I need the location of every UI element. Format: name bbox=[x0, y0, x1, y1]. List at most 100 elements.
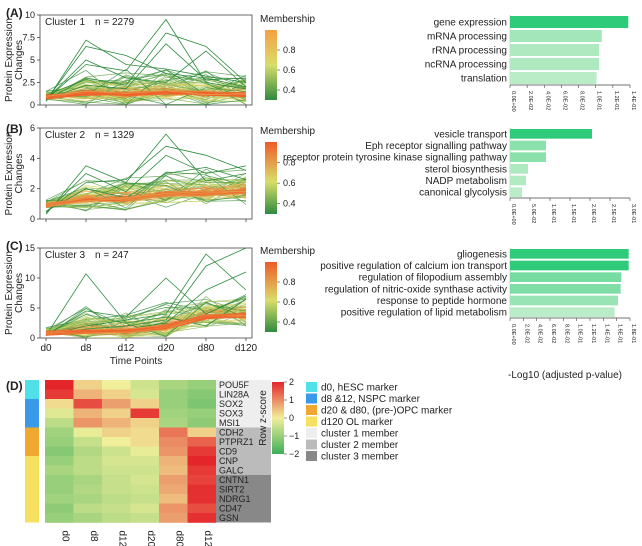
go-term-label: mRNA processing bbox=[427, 32, 507, 43]
gene-label: SOX3 bbox=[219, 409, 243, 419]
key-tick-label: 0.6 bbox=[283, 65, 296, 75]
heatmap-cell bbox=[102, 475, 131, 485]
heatmap-cell bbox=[73, 380, 103, 390]
go-bar bbox=[510, 164, 528, 174]
row-membership bbox=[216, 484, 271, 494]
heatmap-cell bbox=[102, 380, 131, 390]
heatmap-cell bbox=[102, 418, 131, 428]
plot-frame bbox=[39, 247, 253, 339]
x-tick-label: d20 bbox=[158, 343, 175, 354]
heatmap-cell bbox=[130, 408, 160, 419]
heatmap-cell bbox=[73, 418, 103, 428]
heatmap-cell bbox=[73, 465, 103, 476]
x-tick-label: 4.0E-02 bbox=[537, 324, 543, 343]
go-bar bbox=[510, 307, 615, 317]
member-line bbox=[45, 77, 247, 103]
row-membership bbox=[216, 380, 271, 390]
x-tick-label: 0.0E+00 bbox=[510, 204, 516, 225]
gene-label: PTPRZ1 bbox=[219, 437, 254, 447]
go-bar-chart bbox=[509, 248, 631, 321]
row-marker bbox=[25, 399, 39, 409]
heatmap-cell bbox=[45, 437, 74, 447]
x-tick-label: 1.6E-01 bbox=[617, 324, 623, 343]
heatmap-cell bbox=[187, 380, 217, 390]
heatmap-cell bbox=[159, 427, 188, 438]
cluster-title: Cluster 3 bbox=[45, 250, 85, 261]
heatmap-cell bbox=[130, 513, 160, 523]
cluster-n: n = 247 bbox=[95, 250, 129, 261]
heatmap-cell bbox=[130, 484, 160, 495]
heatmap-cell bbox=[73, 427, 103, 438]
heatmap-cell bbox=[159, 408, 188, 419]
series-line bbox=[45, 18, 247, 100]
x-tick-label: 2.0E-02 bbox=[527, 91, 533, 110]
legend-swatch bbox=[306, 451, 317, 461]
x-axis-label: -Log10 (adjusted p-value) bbox=[508, 370, 622, 381]
heatmap-cell bbox=[130, 494, 160, 504]
x-tick-label: 1.8E-01 bbox=[630, 324, 636, 343]
heatmap-cell bbox=[159, 437, 188, 447]
row-membership bbox=[216, 427, 271, 437]
y-tick-label: 2 bbox=[30, 184, 35, 194]
row-marker bbox=[25, 494, 39, 504]
go-term-label: receptor protein tyrosine kinase signall… bbox=[283, 153, 507, 164]
y-axis-label: Changes bbox=[14, 40, 25, 80]
heatmap-cell bbox=[187, 418, 217, 428]
x-tick-label: 3.0E-01 bbox=[630, 204, 636, 223]
heatmap-cell bbox=[159, 503, 188, 514]
go-term-label: gliogenesis bbox=[457, 249, 507, 260]
heatmap-cell bbox=[187, 484, 217, 495]
heatmap-cell bbox=[187, 446, 217, 457]
column-label: d120 bbox=[202, 531, 213, 546]
heatmap-cell bbox=[159, 399, 188, 409]
x-tick-label: 5.0E-02 bbox=[530, 204, 536, 223]
cluster-line-chart bbox=[37, 14, 280, 108]
color-key-bar bbox=[265, 142, 277, 214]
color-key-bar bbox=[265, 30, 277, 100]
key-tick-label: 0.8 bbox=[283, 277, 296, 287]
heatmap-cell bbox=[102, 437, 131, 447]
row-marker bbox=[25, 418, 39, 428]
heatmap-cell bbox=[187, 475, 217, 485]
key-tick-label: 0.6 bbox=[283, 297, 296, 307]
row-membership bbox=[216, 503, 271, 513]
heatmap-cell bbox=[187, 399, 217, 409]
heatmap-cell bbox=[159, 465, 188, 476]
heatmap-cell bbox=[45, 427, 74, 438]
heatmap-cell bbox=[130, 389, 160, 400]
heatmap-cell bbox=[73, 503, 103, 514]
gene-label: CDH2 bbox=[219, 428, 244, 438]
z-key-bar bbox=[272, 382, 284, 454]
z-key-tick-label: −2 bbox=[289, 449, 299, 459]
heatmap-cell bbox=[102, 427, 131, 438]
x-tick-label: 1.0E-01 bbox=[577, 324, 583, 343]
x-tick-label: 1.0E-01 bbox=[550, 204, 556, 223]
row-marker bbox=[25, 465, 39, 475]
row-membership bbox=[216, 437, 271, 447]
heatmap-cell bbox=[130, 475, 160, 485]
member-line bbox=[45, 84, 247, 101]
go-bar bbox=[510, 187, 522, 197]
core-line bbox=[45, 190, 247, 205]
legend-label: d120 OL marker bbox=[321, 417, 394, 428]
heatmap-cell bbox=[102, 399, 131, 409]
heatmap-cell bbox=[187, 494, 217, 504]
x-tick-label: 4.0E-02 bbox=[544, 91, 550, 110]
column-label: d0 bbox=[59, 531, 70, 543]
x-tick-label: 8.0E-02 bbox=[563, 324, 569, 343]
y-tick-label: 6 bbox=[30, 123, 35, 133]
x-tick-label: 1.0E-01 bbox=[596, 91, 602, 110]
y-tick-label: 2.5 bbox=[22, 78, 35, 88]
heatmap-cell bbox=[102, 494, 131, 504]
heatmap-cell bbox=[102, 484, 131, 495]
gene-label: LIN28A bbox=[219, 390, 249, 400]
go-bar bbox=[510, 58, 600, 70]
cluster-line-chart bbox=[37, 247, 280, 341]
heatmap-cell bbox=[159, 484, 188, 495]
x-tick-label: 0.0E+00 bbox=[510, 91, 516, 112]
heatmap-cell bbox=[73, 513, 103, 523]
go-term-label: rRNA processing bbox=[432, 46, 507, 57]
series-line bbox=[45, 253, 247, 336]
gene-label: SOX2 bbox=[219, 399, 243, 409]
go-term-label: Eph receptor signalling pathway bbox=[365, 141, 507, 152]
